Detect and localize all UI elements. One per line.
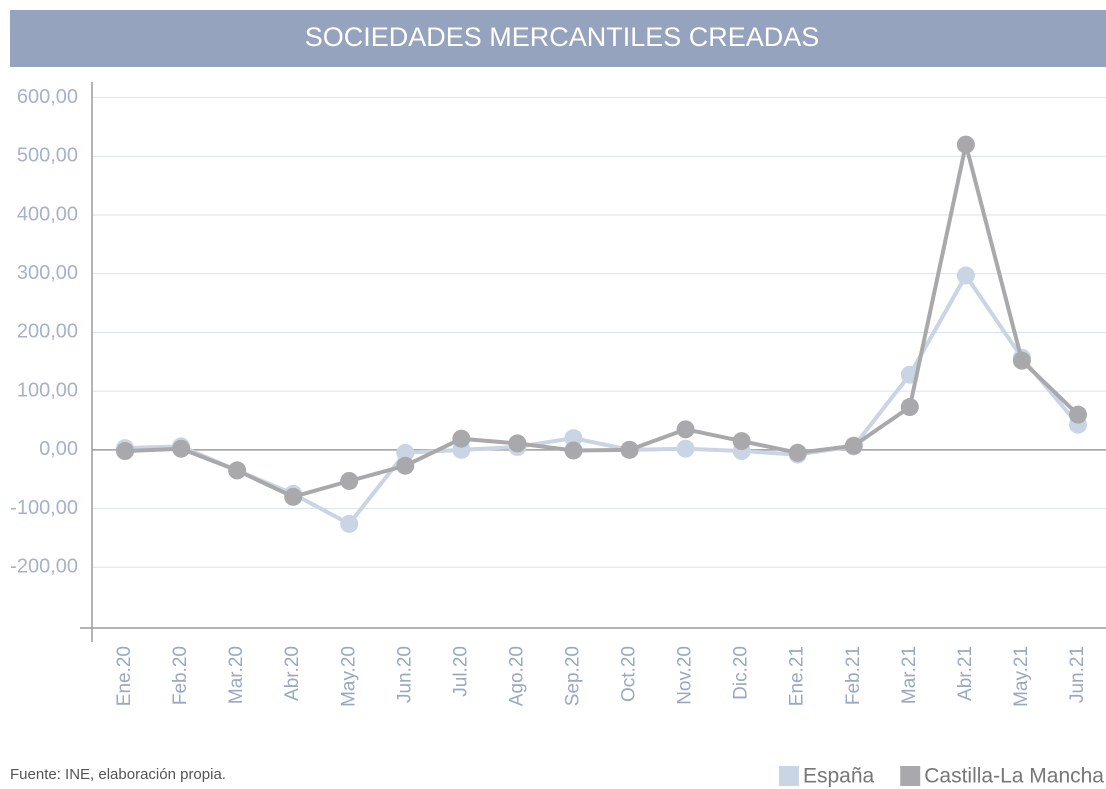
point <box>284 487 303 506</box>
series-line <box>124 142 1080 499</box>
x-tick-label: Abr.21 <box>955 646 976 701</box>
x-tick-label: Mar.21 <box>899 646 920 704</box>
legend-swatch <box>900 766 921 786</box>
x-tick-label: May.21 <box>1011 646 1032 707</box>
y-tick-label: 400,00 <box>17 203 78 225</box>
y-tick-label: 600,00 <box>17 86 78 108</box>
legend-swatch <box>779 766 799 786</box>
point <box>1068 405 1087 424</box>
y-tick-label: 500,00 <box>17 145 78 167</box>
y-tick-label: -200,00 <box>10 556 78 578</box>
point <box>732 432 751 451</box>
x-tick-label: Dic.20 <box>731 646 752 700</box>
point <box>620 440 639 459</box>
x-tick-label: Mar.20 <box>226 646 247 704</box>
point <box>956 266 975 285</box>
point <box>116 442 135 461</box>
y-tick-label: 100,00 <box>17 379 78 401</box>
y-tick-label: 300,00 <box>17 262 78 284</box>
point <box>676 439 695 458</box>
x-tick-label: Ene.21 <box>787 646 808 706</box>
point <box>172 439 191 458</box>
x-tick-label: Ene.20 <box>114 646 135 706</box>
x-tick-label: Ago.20 <box>506 646 527 706</box>
chart-title: SOCIEDADES MERCANTILES CREADAS <box>305 22 820 52</box>
y-tick-label: -100,00 <box>10 497 78 519</box>
x-tick-label: Oct.20 <box>619 646 640 702</box>
point <box>396 443 415 462</box>
point <box>564 441 583 460</box>
point <box>788 443 807 462</box>
source-note: Fuente: INE, elaboración propia. <box>10 766 226 783</box>
title-banner <box>10 10 1106 67</box>
point <box>844 436 863 455</box>
x-tick-label: Nov.20 <box>675 646 696 705</box>
point <box>564 429 583 448</box>
point <box>396 456 415 475</box>
x-tick-label: Feb.21 <box>843 646 864 705</box>
x-tick-label: Jun.21 <box>1067 646 1088 703</box>
x-tick-label: Sep.20 <box>562 646 583 706</box>
point <box>452 429 471 448</box>
legend-label: Castilla-La Mancha <box>924 765 1104 788</box>
point <box>1012 351 1031 370</box>
point <box>340 514 359 533</box>
x-tick-label: Jun.20 <box>394 646 415 703</box>
point <box>900 398 919 417</box>
point <box>228 461 247 480</box>
x-tick-label: May.20 <box>338 646 359 707</box>
x-tick-label: Feb.20 <box>170 646 191 705</box>
x-tick-label: Abr.20 <box>282 646 303 701</box>
point <box>956 135 975 154</box>
point <box>508 434 527 453</box>
legend-label: España <box>803 765 875 788</box>
y-tick-label: 200,00 <box>17 321 78 343</box>
y-tick-label: 0,00 <box>39 438 78 460</box>
point <box>340 471 359 490</box>
point <box>676 420 695 439</box>
x-tick-label: Jul.20 <box>450 646 471 697</box>
